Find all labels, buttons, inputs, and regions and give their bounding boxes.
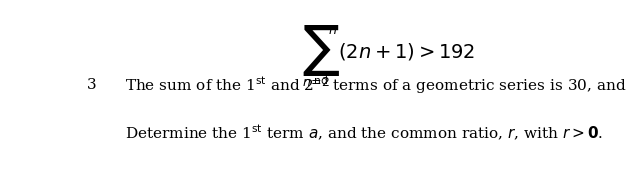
Text: 3: 3 — [87, 78, 97, 92]
Text: The sum of the 1$^{\mathrm{st}}$ and 2$^{\mathrm{nd}}$ terms of a geometric seri: The sum of the 1$^{\mathrm{st}}$ and 2$^… — [125, 74, 627, 96]
Text: $n$: $n$ — [328, 24, 337, 37]
Text: Determine the 1$^{\mathrm{st}}$ term $\mathbf{\mathit{a}}$, and the common ratio: Determine the 1$^{\mathrm{st}}$ term $\m… — [125, 123, 603, 144]
Text: $\sum$: $\sum$ — [302, 23, 340, 78]
Text: $(2n + 1) > 192$: $(2n + 1) > 192$ — [339, 41, 475, 62]
Text: $n\!=\!2$: $n\!=\!2$ — [302, 76, 329, 89]
